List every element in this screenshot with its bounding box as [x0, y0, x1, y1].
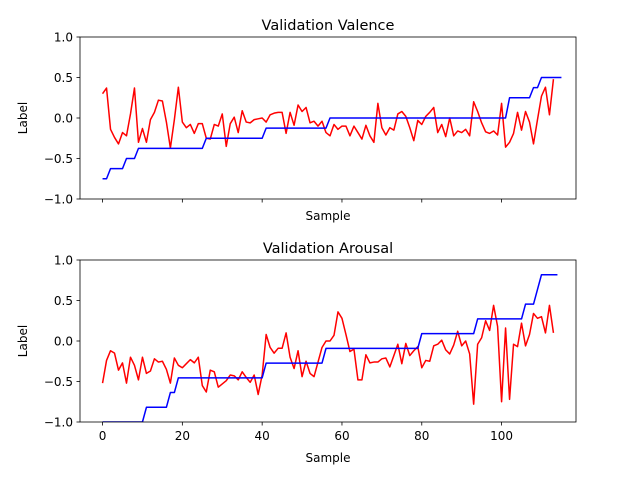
x-tick-label: 40 — [255, 429, 270, 443]
y-tick-label: 0.5 — [54, 71, 73, 85]
chart-title: Validation Valence — [262, 18, 395, 34]
valence-axes: −1.0 −0.5 0.0 0.5 1.0 Validation Valence Sampl… — [16, 18, 577, 223]
y-tick-label: 0.0 — [54, 335, 73, 349]
y-tick-label: 0.0 — [54, 112, 73, 126]
target-line — [102, 76, 562, 180]
y-tick-label: −1.0 — [44, 193, 73, 207]
x-axis-label: Sample — [306, 209, 351, 223]
predicted-line — [101, 304, 555, 405]
x-tick-label: 60 — [334, 429, 349, 443]
x-tick-label: 100 — [490, 429, 513, 443]
x-tick-label: 0 — [99, 429, 107, 443]
y-axis-label: Label — [16, 325, 30, 357]
y-tick-label: 1.0 — [54, 254, 73, 268]
y-tick-label: −0.5 — [44, 152, 73, 166]
target-line — [102, 273, 558, 422]
x-tick-label: 20 — [175, 429, 190, 443]
x-tick-label: 80 — [414, 429, 429, 443]
predicted-line — [101, 79, 555, 149]
x-axis-label: Sample — [306, 451, 351, 465]
y-tick-label: 0.5 — [54, 294, 73, 308]
chart-title: Validation Arousal — [263, 241, 393, 257]
y-tick-label: −1.0 — [44, 416, 73, 430]
arousal-axes: −1.0 −0.5 0.0 0.5 1.0 0 20 40 60 80 100 Validation … — [16, 241, 577, 465]
y-tick-label: 1.0 — [54, 31, 73, 45]
y-axis-label: Label — [16, 102, 30, 134]
y-tick-label: −0.5 — [44, 375, 73, 389]
